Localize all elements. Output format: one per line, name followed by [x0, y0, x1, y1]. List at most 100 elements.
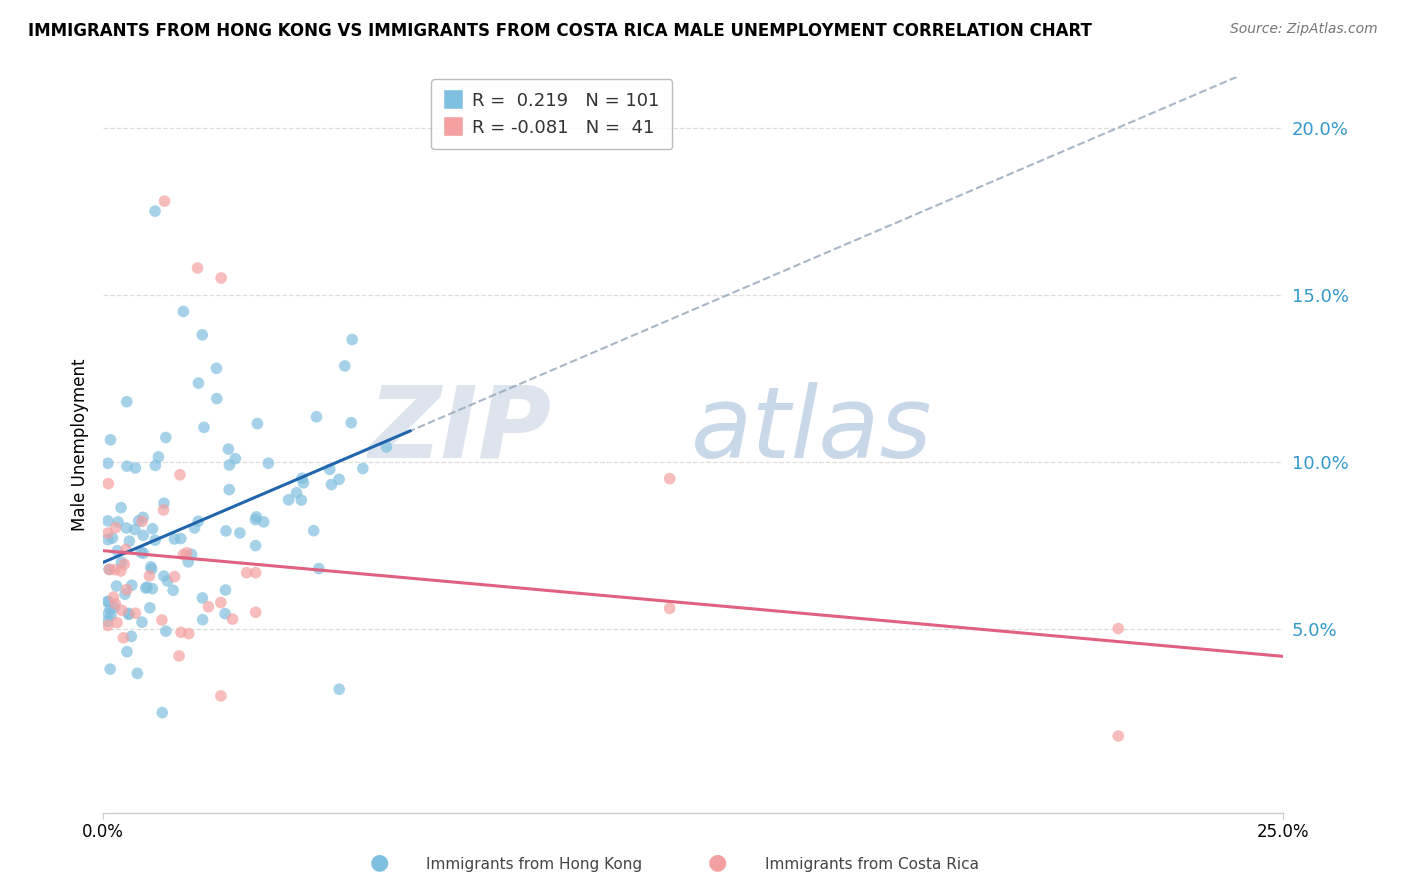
Point — [292, 475, 315, 490]
Text: ZIP: ZIP — [368, 382, 551, 479]
Point — [104, 597, 127, 611]
Text: Immigrants from Hong Kong: Immigrants from Hong Kong — [426, 857, 643, 872]
Point — [153, 194, 176, 208]
Point — [124, 523, 146, 537]
Point — [333, 359, 356, 373]
Point — [193, 420, 215, 434]
Point — [115, 521, 138, 535]
Point — [115, 645, 138, 659]
Point — [107, 515, 129, 529]
Point — [217, 442, 239, 456]
Point — [97, 476, 120, 491]
Point — [128, 514, 150, 528]
Point — [1107, 622, 1129, 636]
Point — [143, 204, 166, 219]
Point — [235, 566, 257, 580]
Point — [245, 509, 267, 524]
Point — [97, 614, 120, 628]
Point — [98, 662, 121, 676]
Point — [205, 361, 228, 376]
Point — [658, 601, 681, 615]
Point — [215, 524, 238, 538]
Point — [139, 559, 162, 574]
Point — [209, 271, 232, 285]
Point — [218, 483, 240, 497]
Text: ●: ● — [370, 853, 389, 872]
Point — [214, 582, 236, 597]
Point — [110, 564, 132, 578]
Point — [187, 514, 209, 528]
Point — [155, 430, 177, 444]
Point — [156, 574, 179, 588]
Point — [340, 416, 363, 430]
Point — [177, 626, 200, 640]
Point — [139, 600, 162, 615]
Point — [114, 587, 136, 601]
Point — [97, 607, 120, 621]
Text: Source: ZipAtlas.com: Source: ZipAtlas.com — [1230, 22, 1378, 37]
Point — [170, 625, 193, 640]
Point — [136, 580, 159, 594]
Point — [209, 595, 232, 609]
Point — [104, 563, 127, 577]
Point — [124, 606, 146, 620]
Point — [290, 493, 312, 508]
Point — [141, 582, 163, 596]
Point — [375, 440, 398, 454]
Point — [187, 376, 209, 390]
Text: ●: ● — [707, 853, 727, 872]
Point — [245, 605, 267, 619]
Point — [245, 539, 267, 553]
Point — [285, 485, 308, 500]
Point — [98, 562, 121, 576]
Point — [110, 555, 132, 569]
Point — [132, 528, 155, 542]
Legend: R =  0.219   N = 101, R = -0.081   N =  41: R = 0.219 N = 101, R = -0.081 N = 41 — [430, 79, 672, 150]
Text: atlas: atlas — [690, 382, 932, 479]
Point — [658, 472, 681, 486]
Point — [172, 548, 194, 562]
Point — [98, 602, 121, 616]
Point — [105, 579, 128, 593]
Point — [141, 562, 163, 576]
Point — [277, 492, 299, 507]
Point — [291, 471, 314, 485]
Point — [110, 500, 132, 515]
Point — [150, 706, 173, 720]
Point — [352, 461, 374, 475]
Point — [150, 613, 173, 627]
Point — [340, 333, 363, 347]
Point — [321, 477, 343, 491]
Point — [302, 524, 325, 538]
Point — [328, 472, 350, 486]
Point — [115, 542, 138, 557]
Point — [132, 546, 155, 560]
Point — [209, 689, 232, 703]
Text: IMMIGRANTS FROM HONG KONG VS IMMIGRANTS FROM COSTA RICA MALE UNEMPLOYMENT CORREL: IMMIGRANTS FROM HONG KONG VS IMMIGRANTS … — [28, 22, 1092, 40]
Point — [97, 526, 120, 541]
Point — [253, 515, 276, 529]
Point — [191, 591, 214, 605]
Point — [187, 260, 209, 275]
Point — [118, 607, 141, 622]
Point — [103, 590, 125, 604]
Point — [167, 648, 190, 663]
Point — [100, 608, 122, 623]
Point — [162, 583, 184, 598]
Point — [97, 594, 120, 608]
Point — [328, 682, 350, 697]
Point — [221, 612, 243, 626]
Point — [115, 582, 138, 597]
Point — [97, 533, 120, 547]
Point — [132, 510, 155, 524]
Point — [153, 569, 176, 583]
Point — [120, 629, 142, 643]
Point — [97, 514, 120, 528]
Point — [121, 578, 143, 592]
Point — [112, 558, 135, 572]
Point — [141, 522, 163, 536]
Point — [118, 534, 141, 549]
Point — [124, 461, 146, 475]
Point — [138, 569, 160, 583]
Point — [197, 599, 219, 614]
